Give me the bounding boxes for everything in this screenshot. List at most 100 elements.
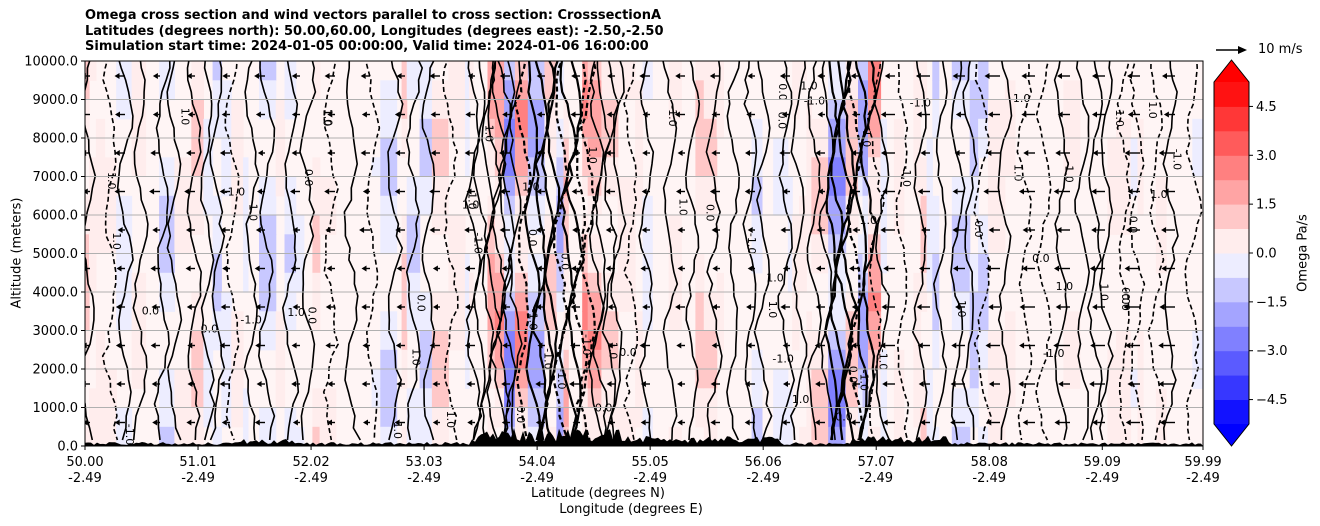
- omega-cell: [191, 215, 204, 235]
- wind-vector-head: [327, 150, 333, 156]
- omega-cell: [494, 99, 505, 120]
- wind-vector-head: [499, 150, 505, 156]
- contour-label: 1.0: [444, 411, 457, 429]
- wind-vector-head: [607, 73, 613, 79]
- negative-contour-line: [845, 61, 864, 441]
- y-tick-label: 9000.0: [33, 93, 79, 108]
- wind-vector-head: [116, 381, 122, 387]
- omega-cell: [893, 407, 905, 428]
- omega-cell: [1004, 330, 1016, 351]
- omega-cell: [95, 426, 106, 446]
- wind-vector-head: [1055, 304, 1061, 310]
- omega-cell: [159, 407, 175, 428]
- omega-cell: [431, 426, 449, 446]
- omega-cell: [617, 292, 636, 312]
- omega-cell: [494, 215, 505, 235]
- wind-vector-head: [954, 150, 960, 156]
- omega-cell: [893, 118, 905, 139]
- wind-vector-head: [1163, 111, 1169, 118]
- wind-vector-head: [219, 150, 225, 156]
- omega-cell: [504, 330, 516, 351]
- contour-line: [705, 61, 723, 441]
- omega-cell: [635, 388, 644, 409]
- omega-cell: [893, 176, 905, 197]
- omega-cell: [465, 369, 470, 389]
- omega-cell: [987, 234, 1006, 255]
- omega-cell: [174, 157, 192, 178]
- omega-cell: [191, 195, 204, 216]
- omega-cell: [695, 176, 705, 197]
- wind-vector-head: [537, 342, 543, 349]
- omega-cell: [174, 369, 192, 389]
- wind-vector-head: [817, 73, 823, 79]
- omega-cell: [401, 234, 408, 255]
- negative-contour-line: [101, 61, 119, 441]
- omega-cell: [1004, 311, 1016, 332]
- wind-vector-head: [187, 111, 193, 118]
- wind-vector-head: [114, 150, 120, 156]
- omega-cell: [1063, 80, 1081, 101]
- wind-vector-head: [255, 227, 261, 233]
- wind-vector-head: [747, 73, 753, 79]
- contour-line: [818, 61, 836, 441]
- omega-cell: [617, 272, 636, 293]
- omega-cell: [212, 195, 222, 216]
- wind-vector-head: [1089, 265, 1095, 272]
- wind-vector-head: [115, 304, 121, 310]
- negative-contour-line: [571, 61, 589, 441]
- wind-vector-head: [255, 111, 261, 118]
- omega-cell: [191, 61, 204, 81]
- wind-vector-head: [1124, 150, 1130, 156]
- omega-cell: [465, 349, 470, 370]
- wind-vector-head: [607, 342, 613, 349]
- omega-cell: [969, 311, 979, 332]
- omega-cell: [828, 61, 847, 81]
- omega-cell: [95, 195, 106, 216]
- omega-cell: [131, 61, 147, 81]
- omega-cell: [1107, 215, 1117, 235]
- wind-vector-head: [255, 304, 261, 310]
- omega-cell: [668, 272, 682, 293]
- wind-vector-head: [257, 188, 262, 195]
- wind-vector-head: [325, 304, 331, 310]
- contour-label: 0.0: [1032, 252, 1050, 265]
- wind-vector-head: [817, 111, 823, 118]
- omega-cell: [582, 138, 589, 158]
- omega-cell: [695, 388, 705, 409]
- omega-cell: [635, 138, 644, 158]
- omega-cell: [487, 253, 496, 274]
- omega-cell: [295, 426, 305, 446]
- wind-vector-head: [1019, 304, 1025, 310]
- omega-cell: [465, 118, 470, 139]
- omega-cell: [582, 330, 589, 351]
- omega-cell: [978, 138, 989, 158]
- omega-cell: [978, 330, 989, 351]
- omega-cell: [275, 330, 286, 351]
- wind-vector-head: [950, 419, 956, 426]
- wind-vector-head: [395, 342, 401, 349]
- omega-cell: [920, 215, 928, 235]
- omega-cell: [716, 99, 724, 120]
- omega-cell: [95, 176, 106, 197]
- omega-cell: [514, 138, 529, 158]
- omega-cell: [419, 195, 433, 216]
- contour-line: [806, 61, 822, 441]
- omega-cell: [212, 234, 222, 255]
- omega-cell: [862, 80, 869, 101]
- contour-line: [489, 61, 508, 441]
- omega-cell: [259, 234, 277, 255]
- omega-cell: [893, 369, 905, 389]
- contour-label: 1.0: [466, 192, 479, 210]
- omega-cell: [231, 349, 244, 370]
- contour-line: [132, 61, 149, 441]
- omega-cell: [95, 234, 106, 255]
- omega-cell: [868, 292, 882, 312]
- wind-vector-head: [921, 227, 926, 233]
- contour-label: 1.0: [1013, 92, 1031, 105]
- colorbar-tick-label: 3.0: [1256, 149, 1277, 164]
- omega-cell: [1107, 369, 1117, 389]
- contour-line: [1098, 61, 1114, 441]
- x-tick-label-longitude: -2.49: [633, 471, 667, 486]
- contour-label: -1.0: [910, 97, 931, 110]
- contour-line: [601, 61, 620, 441]
